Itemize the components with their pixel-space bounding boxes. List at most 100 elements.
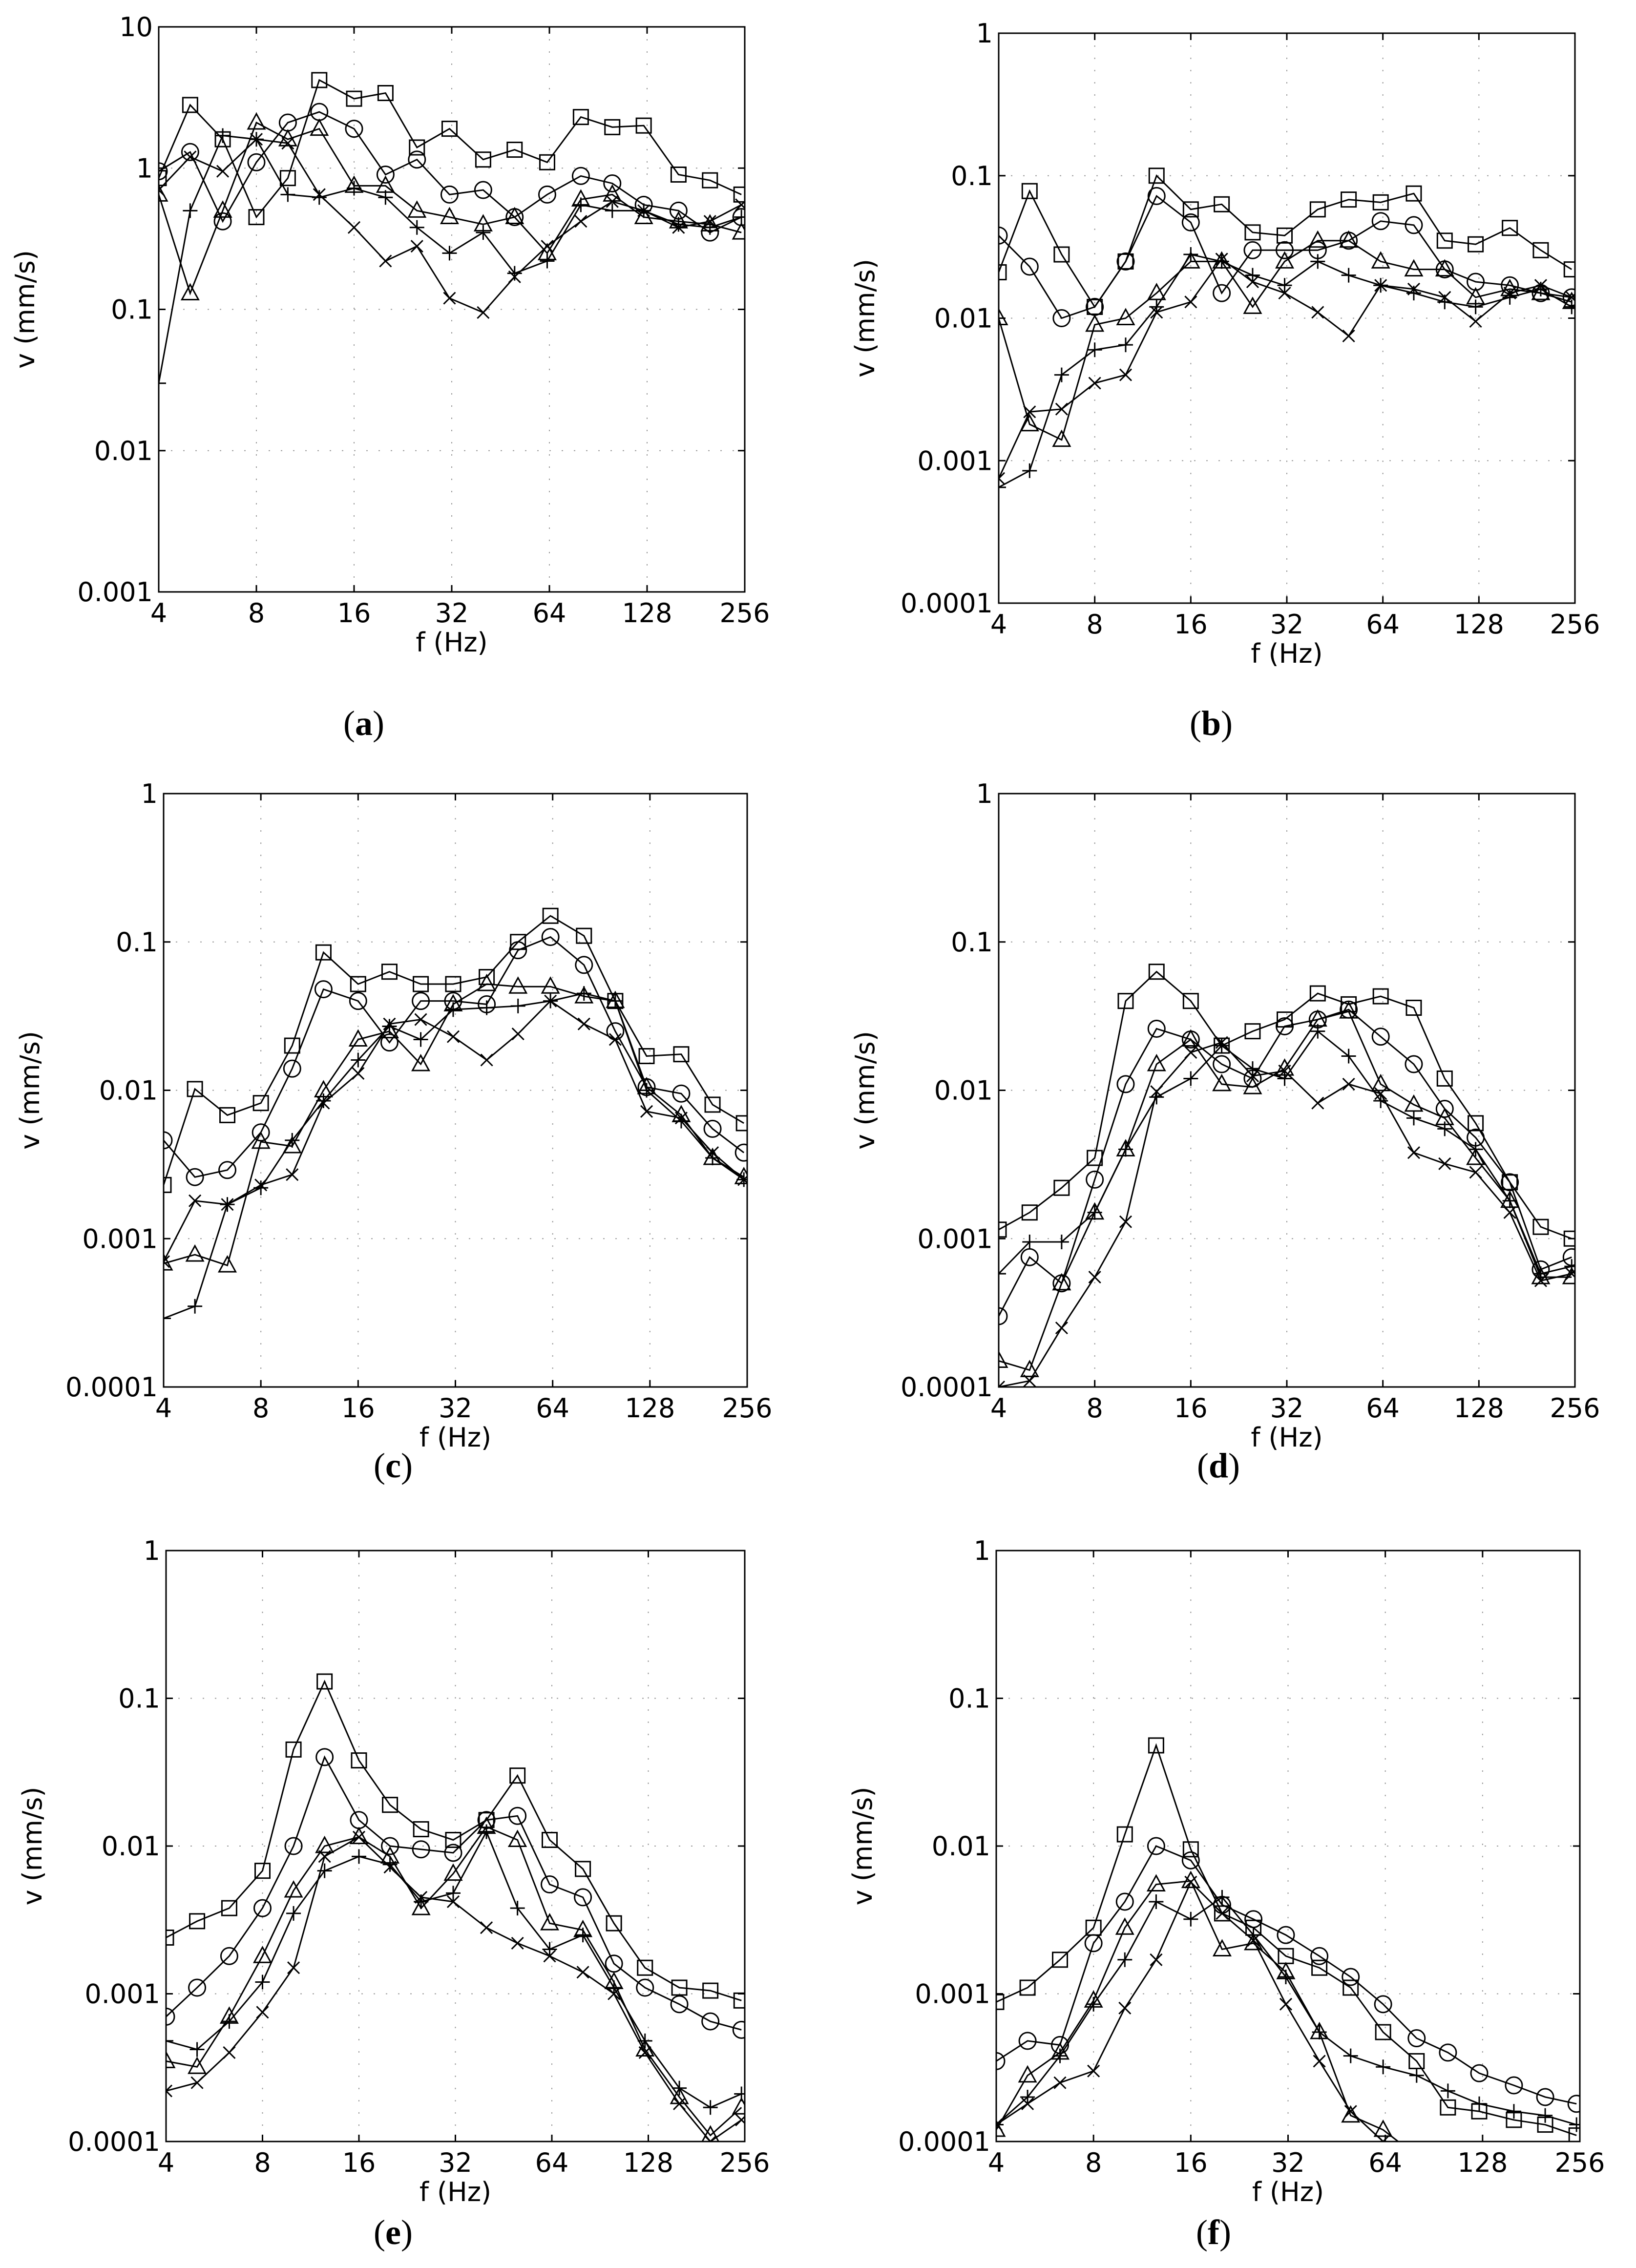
x-tick-label: 256 (719, 2147, 770, 2178)
data-point-cross (1374, 279, 1387, 292)
data-point-plus (1440, 2083, 1455, 2099)
caption-paren: ( (374, 2213, 385, 2252)
data-point-square (1182, 1841, 1199, 1858)
data-point-plus (1054, 367, 1069, 382)
data-point-cross (999, 472, 1006, 485)
data-point-circle (1147, 187, 1166, 205)
data-point-triangle (217, 1255, 237, 1273)
data-point-square (733, 1992, 745, 2009)
y-tick-label: 1 (976, 778, 993, 809)
data-point-square (219, 1107, 236, 1123)
data-point-triangle (1371, 1073, 1390, 1092)
x-tick-label: 32 (1270, 609, 1304, 640)
data-point-square (1116, 1826, 1133, 1843)
data-point-triangle (505, 207, 524, 225)
y-axis-label: v (mm/s) (17, 1787, 48, 1906)
data-point-cross (1311, 1096, 1324, 1110)
y-tick-label: 0.001 (82, 1223, 158, 1254)
data-point-triangle (1018, 2065, 1037, 2083)
data-point-triangle (407, 200, 427, 218)
data-point-cross (383, 1017, 396, 1030)
data-point-cross (541, 240, 554, 253)
data-point-triangle (1308, 230, 1327, 248)
data-point-plus (1564, 1259, 1575, 1274)
data-point-circle (1147, 1019, 1166, 1038)
x-axis-label: f (Hz) (1251, 1422, 1322, 1453)
data-point-cross (256, 2006, 269, 2019)
data-point-cross (704, 2135, 717, 2142)
data-point-triangle (213, 200, 232, 218)
data-point-plus (280, 187, 295, 202)
y-axis-label: v (mm/s) (10, 250, 41, 369)
data-point-cross (480, 1921, 493, 1934)
series-cross (996, 1875, 1390, 2142)
data-point-plus (351, 1052, 366, 1068)
data-point-circle (253, 1899, 272, 1917)
data-point-plus (1022, 1235, 1037, 1250)
data-point-triangle (508, 1829, 527, 1847)
data-point-circle (381, 1837, 399, 1855)
x-tick-label: 128 (1454, 1393, 1504, 1424)
data-point-triangle (310, 118, 329, 136)
data-point-circle (412, 992, 430, 1010)
data-point-plus (166, 2033, 173, 2048)
series-square (164, 907, 747, 1193)
y-tick-label: 1 (141, 778, 158, 809)
data-point-triangle (1181, 1029, 1200, 1047)
data-point-plus (999, 1266, 1006, 1281)
x-tick-label: 32 (1270, 1393, 1304, 1424)
data-point-plus (189, 2042, 205, 2057)
data-point-square (1277, 227, 1293, 244)
x-tick-label: 64 (1366, 1393, 1400, 1424)
y-tick-label: 0.1 (951, 927, 993, 958)
data-point-cross (735, 2113, 745, 2126)
data-point-square (284, 1037, 300, 1054)
data-point-cross (1021, 2097, 1034, 2110)
data-point-plus (1087, 1205, 1102, 1220)
data-point-circle (636, 1978, 654, 1997)
data-point-cross (1088, 1271, 1101, 1284)
x-tick-label: 128 (1457, 2147, 1508, 2178)
data-point-cross (1246, 1069, 1259, 1083)
data-point-cross (1023, 1374, 1036, 1387)
data-point-cross (1407, 282, 1421, 296)
x-tick-label: 256 (719, 598, 770, 629)
series-square (166, 1673, 745, 2009)
data-point-triangle (540, 1913, 560, 1931)
data-point-cross (1119, 1215, 1133, 1228)
series-cross (999, 252, 1575, 485)
data-point-plus (1183, 247, 1198, 262)
data-point-plus (188, 1299, 203, 1314)
data-point-circle (164, 1131, 173, 1150)
series-cross (164, 994, 747, 1268)
caption-paren: ) (1221, 704, 1233, 743)
data-point-triangle (1085, 314, 1105, 332)
y-axis-label: v (mm/s) (15, 1031, 45, 1150)
data-point-cross (608, 1033, 622, 1046)
data-point-plus (442, 246, 457, 261)
gridlines (166, 1551, 745, 2142)
caption-paren: ( (1196, 2213, 1208, 2252)
data-point-square (1372, 194, 1389, 210)
data-point-triangle (1212, 1073, 1232, 1092)
data-point-circle (1244, 1910, 1263, 1929)
data-point-triangle (1052, 1273, 1071, 1291)
data-point-plus (285, 1133, 300, 1148)
data-point-triangle (282, 1135, 302, 1154)
x-tick-label: 4 (988, 2147, 1005, 2178)
data-point-circle (412, 1840, 430, 1859)
caption-letter: a (355, 704, 373, 743)
panel-caption: (f) (1196, 2213, 1231, 2252)
data-point-triangle (1212, 1939, 1232, 1956)
data-point-plus (347, 181, 361, 196)
data-point-cross (1407, 1146, 1421, 1159)
data-point-cross (1053, 2076, 1067, 2089)
data-point-plus (183, 203, 198, 218)
data-point-cross (703, 215, 716, 228)
data-point-plus (1278, 1970, 1293, 1985)
data-point-circle (508, 1806, 527, 1825)
data-point-cross (1119, 368, 1133, 381)
data-point-square (996, 1994, 1005, 2010)
data-point-square (382, 1797, 399, 1813)
data-point-cross (1150, 1953, 1163, 1966)
